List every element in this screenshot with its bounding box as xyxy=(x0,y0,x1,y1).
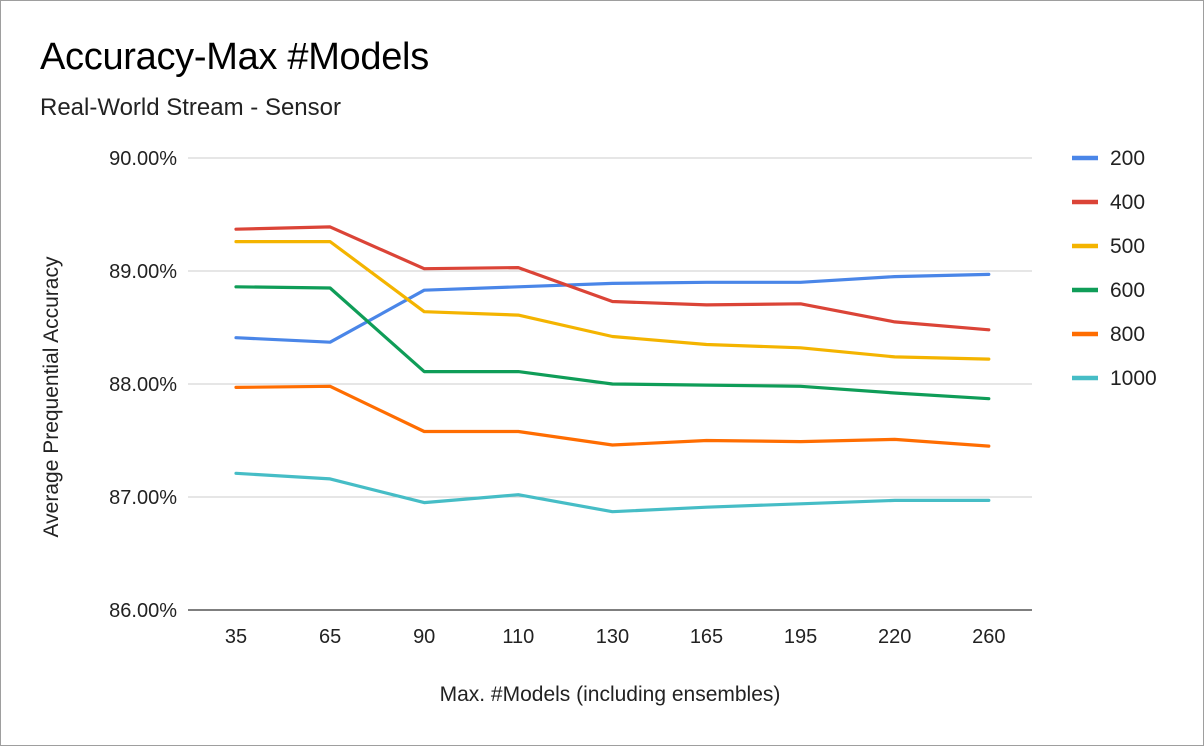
y-tick-label: 89.00% xyxy=(109,261,177,283)
x-axis-title: Max. #Models (including ensembles) xyxy=(440,683,781,706)
y-tick-label: 87.00% xyxy=(109,487,177,509)
chart-title: Accuracy-Max #Models xyxy=(40,36,429,78)
legend: 200 400 500 600 800 1000 xyxy=(1072,147,1157,390)
series-line-200 xyxy=(234,272,991,344)
x-tick-label: 165 xyxy=(690,626,723,648)
legend-label: 400 xyxy=(1110,191,1145,214)
x-tick-label: 260 xyxy=(972,626,1005,648)
legend-label: 200 xyxy=(1110,147,1145,170)
series-line-400 xyxy=(234,225,991,332)
y-tick-label: 86.00% xyxy=(109,600,177,622)
x-tick-label: 65 xyxy=(319,626,341,648)
series-line-800 xyxy=(234,384,991,448)
series-line-1000 xyxy=(234,471,991,514)
x-tick-label: 195 xyxy=(784,626,817,648)
legend-label: 1000 xyxy=(1110,367,1157,390)
y-axis-ticks: 86.00% 87.00% 88.00% 89.00% 90.00% xyxy=(109,148,177,622)
series-line-500 xyxy=(234,240,991,361)
series-line-600 xyxy=(234,285,991,401)
x-tick-label: 220 xyxy=(878,626,911,648)
y-tick-label: 90.00% xyxy=(109,148,177,170)
x-tick-label: 35 xyxy=(225,626,247,648)
y-tick-label: 88.00% xyxy=(109,374,177,396)
x-axis-ticks: 35 65 90 110 130 165 195 220 260 xyxy=(225,626,1006,648)
y-axis-title: Average Prequential Accuracy xyxy=(40,256,63,537)
legend-label: 800 xyxy=(1110,323,1145,346)
x-tick-label: 130 xyxy=(596,626,629,648)
legend-label: 500 xyxy=(1110,235,1145,258)
series-lines xyxy=(234,225,991,514)
chart-subtitle: Real-World Stream - Sensor xyxy=(40,94,341,121)
legend-label: 600 xyxy=(1110,279,1145,302)
x-tick-label: 110 xyxy=(502,626,534,648)
x-tick-label: 90 xyxy=(413,626,435,648)
